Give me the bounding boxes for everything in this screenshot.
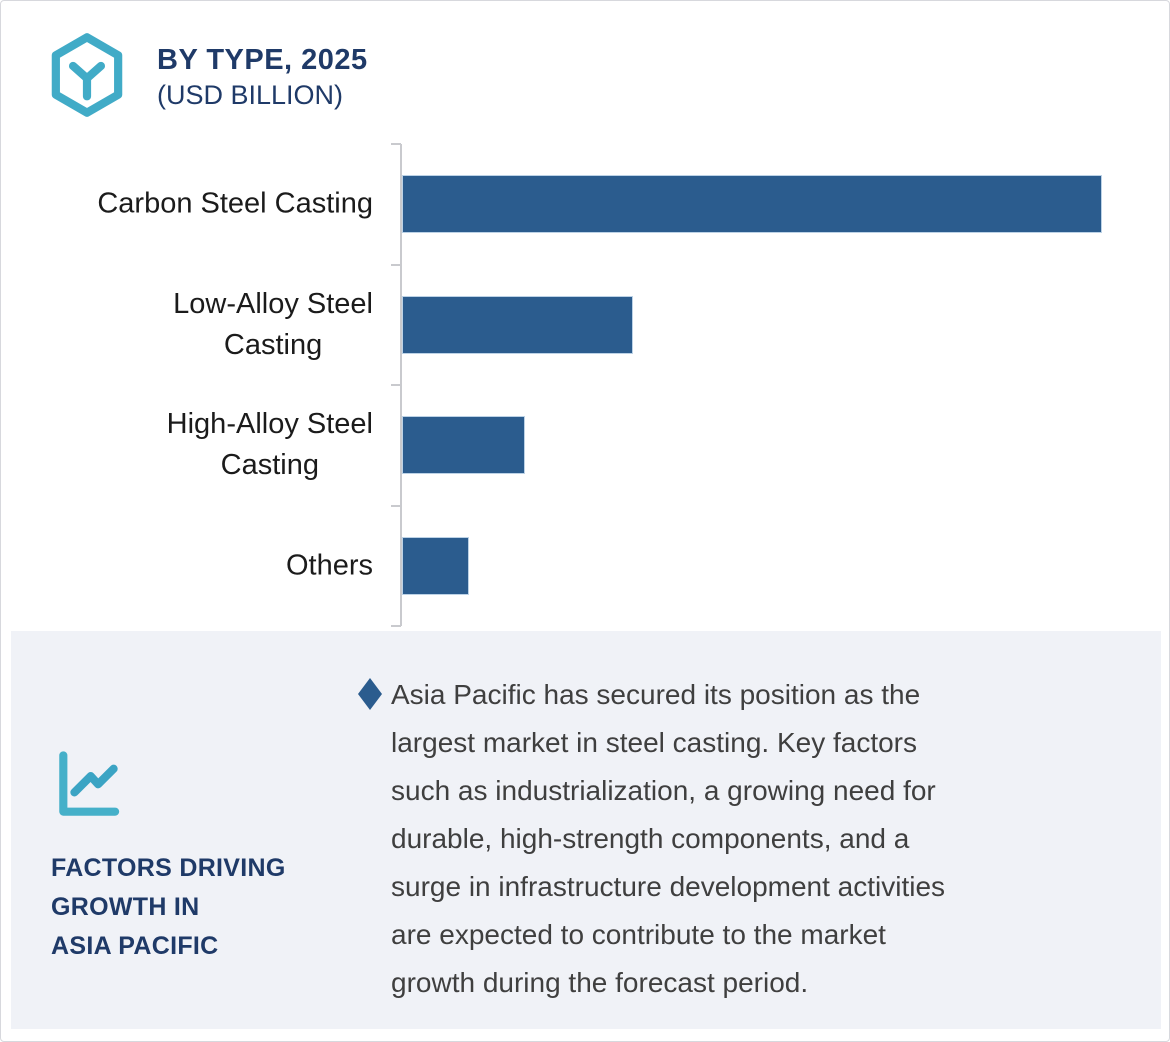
chart-title-block: BY TYPE, 2025 (USD BILLION) <box>157 42 368 112</box>
bullet-text: Asia Pacific has secured its position as… <box>391 679 946 998</box>
hexagon-cube-icon <box>51 33 123 117</box>
chart-header: BY TYPE, 2025 (USD BILLION) <box>1 1 1169 141</box>
factors-panel: FACTORS DRIVING GROWTH IN ASIA PACIFIC A… <box>11 631 1161 1029</box>
category-label: Carbon Steel Casting <box>97 187 373 220</box>
axis-tick <box>391 625 401 627</box>
category-label: Low-Alloy Steel Casting <box>173 287 373 361</box>
bar <box>402 416 525 475</box>
axis-tick <box>391 143 401 145</box>
axis-tick <box>391 504 401 507</box>
line-chart-icon <box>59 751 120 816</box>
category-axis <box>400 144 402 626</box>
chart-title: BY TYPE, 2025 <box>157 44 368 76</box>
bar <box>402 175 1102 234</box>
chart-subtitle: (USD BILLION) <box>157 80 344 110</box>
category-label: Others <box>285 549 373 582</box>
bar-chart: Carbon Steel Casting Low-Alloy Steel Cast… <box>1 1 1169 631</box>
bar <box>402 536 469 595</box>
axis-tick <box>391 384 401 386</box>
diamond-bullet-icon <box>358 678 382 710</box>
bullet-item: Asia Pacific has secured its position as… <box>358 671 1128 1007</box>
bar <box>402 295 633 354</box>
category-label: High-Alloy Steel Casting <box>166 408 373 482</box>
panel-heading: FACTORS DRIVING GROWTH IN ASIA PACIFIC <box>51 854 286 960</box>
axis-tick <box>391 263 401 266</box>
